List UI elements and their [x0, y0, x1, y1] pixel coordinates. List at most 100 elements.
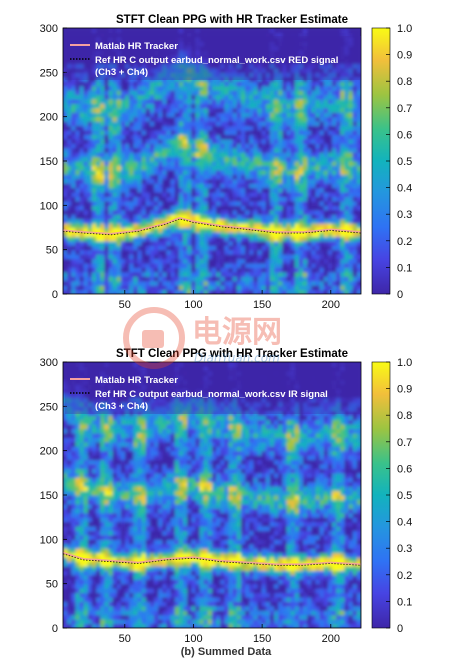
heatmap-cell [282, 161, 288, 167]
heatmap-cell [96, 428, 101, 434]
heatmap-cell [319, 276, 325, 282]
heatmap-cell [83, 539, 89, 545]
heatmap-cell [327, 143, 333, 149]
heatmap-cell [327, 41, 333, 47]
heatmap-cell [261, 103, 267, 109]
heatmap-cell [178, 254, 184, 260]
heatmap-cell [307, 36, 312, 42]
heatmap-cell [79, 249, 85, 255]
heatmap-cell [191, 143, 197, 149]
heatmap-cell [154, 138, 159, 144]
heatmap-cell [96, 415, 101, 421]
heatmap-cell [137, 223, 143, 229]
heatmap-cell [286, 280, 292, 286]
heatmap-cell [245, 125, 250, 131]
heatmap-cell [307, 271, 312, 277]
heatmap-cell [158, 165, 163, 171]
heatmap-cell [195, 231, 201, 237]
heatmap-cell [323, 76, 329, 82]
heatmap-cell [91, 116, 97, 122]
heatmap-cell [203, 90, 209, 96]
heatmap-cell [332, 165, 337, 171]
heatmap-cell [307, 107, 312, 113]
heatmap-cell [91, 477, 97, 483]
heatmap-cell [96, 54, 101, 60]
heatmap-cell [307, 54, 312, 60]
heatmap-cell [340, 116, 346, 122]
heatmap-cell [145, 161, 151, 167]
heatmap-cell [83, 152, 89, 158]
heatmap-cell [79, 370, 85, 376]
heatmap-cell [348, 187, 354, 193]
heatmap-cell [265, 76, 271, 82]
heatmap-cell [178, 107, 184, 113]
heatmap-cell [100, 254, 105, 260]
heatmap-cell [100, 375, 105, 381]
heatmap-cell [344, 138, 350, 144]
heatmap-cell [332, 280, 337, 286]
heatmap-cell [332, 125, 337, 131]
heatmap-cell [207, 103, 213, 109]
heatmap-cell [112, 50, 118, 56]
heatmap-cell [290, 271, 296, 277]
x-tick-label: 150 [253, 299, 271, 311]
heatmap-cell [63, 508, 68, 514]
heatmap-cell [158, 240, 163, 246]
heatmap-cell [149, 121, 155, 127]
heatmap-cell [199, 236, 205, 242]
heatmap-cell [356, 41, 361, 47]
heatmap-cell [71, 138, 77, 144]
heatmap-cell [91, 401, 97, 407]
heatmap-cell [96, 579, 101, 585]
heatmap-cell [108, 28, 114, 34]
heatmap-cell [137, 187, 143, 193]
heatmap-cell [83, 565, 89, 571]
heatmap-cell [116, 240, 122, 246]
heatmap-cell [125, 63, 130, 69]
heatmap-cell [116, 143, 122, 149]
heatmap-cell [298, 63, 304, 69]
heatmap-cell [183, 152, 188, 158]
heatmap-cell [356, 129, 361, 135]
heatmap-cell [158, 285, 163, 291]
heatmap-cell [274, 165, 279, 171]
heatmap-cell [207, 183, 213, 189]
heatmap-cell [303, 223, 308, 229]
heatmap-cell [79, 415, 85, 421]
heatmap-cell [228, 214, 234, 220]
heatmap-cell [236, 98, 242, 104]
heatmap-cell [228, 152, 234, 158]
heatmap-cell [249, 223, 254, 229]
heatmap-cell [166, 81, 172, 87]
heatmap-cell [149, 271, 155, 277]
heatmap-cell [352, 32, 358, 38]
heatmap-cell [145, 249, 151, 255]
heatmap-cell [116, 32, 122, 38]
heatmap-cell [116, 156, 122, 162]
heatmap-cell [253, 98, 259, 104]
heatmap-cell [336, 98, 341, 104]
heatmap-cell [141, 236, 147, 242]
heatmap-cell [220, 59, 226, 65]
heatmap-cell [212, 28, 217, 34]
heatmap-cell [327, 54, 333, 60]
heatmap-cell [120, 196, 126, 202]
heatmap-cell [100, 512, 105, 518]
heatmap-cell [170, 41, 176, 47]
heatmap-cell [311, 121, 317, 127]
heatmap-cell [294, 285, 300, 291]
heatmap-cell [87, 592, 93, 598]
heatmap-cell [245, 200, 250, 206]
heatmap-cell [75, 406, 81, 412]
heatmap-cell [162, 245, 168, 251]
heatmap-cell [133, 28, 139, 34]
heatmap-cell [108, 200, 114, 206]
heatmap-cell [224, 156, 230, 162]
heatmap-cell [83, 397, 89, 403]
heatmap-cell [236, 187, 242, 193]
heatmap-cell [91, 85, 97, 91]
heatmap-cell [149, 67, 155, 73]
heatmap-cell [269, 192, 275, 198]
heatmap-cell [75, 437, 81, 443]
heatmap-cell [178, 214, 184, 220]
